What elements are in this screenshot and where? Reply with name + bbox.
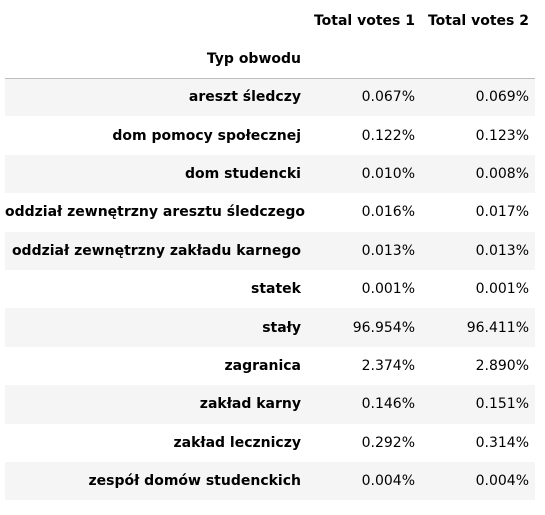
total-votes-1-cell: 0.122% — [361, 127, 415, 144]
row-label: zagranica — [224, 357, 301, 374]
blank-corner-cell — [5, 2, 307, 40]
total-votes-2-cell: 0.069% — [475, 89, 529, 106]
total-votes-2-cell: 0.008% — [475, 165, 529, 182]
total-votes-2-cell: 0.004% — [475, 473, 529, 490]
table-row: zakład karny 0.146% 0.151% — [5, 385, 535, 424]
row-label: zespół domów studenckich — [88, 473, 302, 490]
row-label: oddział zewnętrzny zakładu karnego — [11, 242, 301, 259]
column-header-total-votes-2: Total votes 2 — [427, 13, 529, 29]
index-name-blank-1 — [307, 40, 421, 79]
total-votes-2-cell: 0.013% — [475, 242, 529, 259]
table-row: zagranica 2.374% 2.890% — [5, 346, 535, 386]
row-label: oddział zewnętrzny aresztu śledczego — [5, 204, 305, 221]
total-votes-2-cell: 0.151% — [475, 396, 529, 413]
row-label: zakład leczniczy — [173, 434, 301, 451]
index-name-row: Typ obwodu — [5, 40, 535, 79]
row-label: areszt śledczy — [188, 89, 301, 106]
total-votes-1-cell: 96.954% — [352, 319, 415, 336]
total-votes-1-cell: 2.374% — [361, 357, 415, 374]
row-label: dom studencki — [185, 165, 301, 182]
total-votes-2-cell: 0.314% — [475, 434, 529, 451]
table-header: Total votes 1 Total votes 2 Typ obwodu — [5, 2, 535, 79]
table-body: areszt śledczy 0.067% 0.069% dom pomocy … — [5, 78, 535, 501]
index-name-blank-2 — [421, 40, 535, 79]
total-votes-1-cell: 0.016% — [361, 204, 415, 221]
total-votes-1-cell: 0.146% — [361, 396, 415, 413]
row-label: stały — [262, 319, 301, 336]
total-votes-1-cell: 0.004% — [361, 473, 415, 490]
total-votes-2-cell: 96.411% — [466, 319, 529, 336]
table-row: zespół domów studenckich 0.004% 0.004% — [5, 461, 535, 501]
index-name-header: Typ obwodu — [5, 40, 307, 79]
table-row: oddział zewnętrzny aresztu śledczego 0.0… — [5, 193, 535, 232]
column-header-row: Total votes 1 Total votes 2 — [5, 2, 535, 40]
total-votes-1-cell: 0.292% — [361, 434, 415, 451]
column-header-total-votes-1: Total votes 1 — [313, 13, 415, 29]
total-votes-1-cell: 0.001% — [361, 281, 415, 298]
table-row: stały 96.954% 96.411% — [5, 308, 535, 347]
votes-table: Total votes 1 Total votes 2 Typ obwodu a… — [5, 2, 535, 501]
table-row: statek 0.001% 0.001% — [5, 269, 535, 309]
row-label: statek — [251, 281, 301, 298]
total-votes-1-cell: 0.010% — [361, 165, 415, 182]
total-votes-2-cell: 0.123% — [475, 127, 529, 144]
table-row: dom studencki 0.010% 0.008% — [5, 154, 535, 194]
row-label: zakład karny — [199, 396, 301, 413]
table-row: areszt śledczy 0.067% 0.069% — [5, 78, 535, 117]
total-votes-2-cell: 0.017% — [475, 204, 529, 221]
row-label: dom pomocy społecznej — [112, 127, 301, 144]
total-votes-1-cell: 0.013% — [361, 242, 415, 259]
total-votes-1-cell: 0.067% — [361, 89, 415, 106]
total-votes-2-cell: 2.890% — [475, 357, 529, 374]
total-votes-2-cell: 0.001% — [475, 281, 529, 298]
table-row: zakład leczniczy 0.292% 0.314% — [5, 423, 535, 462]
table-row: dom pomocy społecznej 0.122% 0.123% — [5, 116, 535, 155]
table-row: oddział zewnętrzny zakładu karnego 0.013… — [5, 231, 535, 270]
